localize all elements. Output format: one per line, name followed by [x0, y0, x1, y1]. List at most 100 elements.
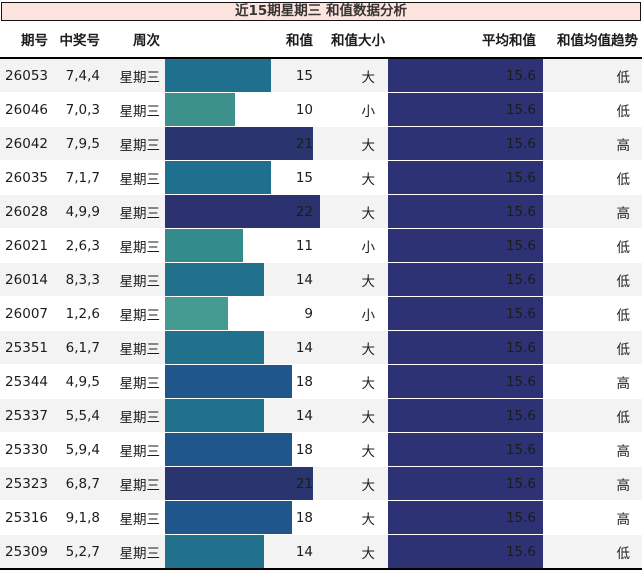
winning-numbers-cell: 7,0,3: [65, 101, 100, 118]
sum-bar-cell: 21: [165, 127, 320, 160]
sum-bar-cell: 9: [165, 297, 320, 330]
trend-cell: 低: [616, 69, 631, 86]
sum-size-cell: 大: [361, 341, 376, 358]
sum-bar-cell: 14: [165, 263, 320, 296]
weekday-cell: 星期三: [119, 103, 161, 120]
average-sum-value: 15.6: [505, 101, 536, 118]
average-sum-value: 15.6: [505, 543, 536, 560]
weekday-cell: 星期三: [119, 341, 161, 358]
table-row: 25344 4,9,5 星期三 18 大 15.6 高: [0, 364, 642, 398]
weekday-cell: 星期三: [119, 409, 161, 426]
header-average-sum: 平均和值: [482, 33, 536, 49]
table-row: 25330 5,9,4 星期三 18 大 15.6 高: [0, 432, 642, 466]
winning-numbers-cell: 6,1,7: [65, 339, 100, 356]
table-row: 26028 4,9,9 星期三 22 大 15.6 高: [0, 194, 642, 228]
header-sum-value: 和值: [286, 33, 313, 49]
weekday-cell: 星期三: [119, 137, 161, 154]
trend-cell: 低: [616, 409, 631, 426]
sum-value: 15: [295, 67, 313, 84]
table-row: 26014 8,3,3 星期三 14 大 15.6 低: [0, 262, 642, 296]
trend-cell: 低: [616, 545, 631, 562]
winning-numbers-cell: 5,5,4: [65, 407, 100, 424]
sum-size-cell: 大: [361, 205, 376, 222]
sum-size-cell: 大: [361, 375, 376, 392]
sum-bar: [165, 161, 271, 194]
average-sum-bar-cell: 15.6: [388, 331, 543, 364]
sum-value: 14: [295, 271, 313, 288]
winning-numbers-cell: 1,2,6: [65, 305, 100, 322]
period-cell: 25351: [5, 339, 48, 356]
weekday-cell: 星期三: [119, 239, 161, 256]
sum-bar-cell: 21: [165, 467, 320, 500]
table-header-row: 期号 中奖号 周次 和值 和值大小 平均和值 和值均值趋势: [0, 21, 642, 59]
sum-bar: [165, 467, 313, 500]
sum-bar: [165, 263, 264, 296]
period-cell: 25330: [5, 441, 48, 458]
sum-bar: [165, 59, 271, 92]
sum-bar-cell: 15: [165, 161, 320, 194]
average-sum-bar-cell: 15.6: [388, 535, 543, 568]
trend-cell: 低: [616, 171, 631, 188]
table-row: 25309 5,2,7 星期三 14 大 15.6 低: [0, 534, 642, 568]
average-sum-bar-cell: 15.6: [388, 161, 543, 194]
average-sum-value: 15.6: [505, 441, 536, 458]
average-sum-bar-cell: 15.6: [388, 263, 543, 296]
average-sum-value: 15.6: [505, 67, 536, 84]
period-cell: 26042: [5, 135, 48, 152]
sum-bar-cell: 18: [165, 501, 320, 534]
trend-cell: 低: [616, 273, 631, 290]
average-sum-value: 15.6: [505, 237, 536, 254]
period-cell: 26046: [5, 101, 48, 118]
trend-cell: 高: [616, 137, 631, 154]
trend-cell: 高: [616, 511, 631, 528]
winning-numbers-cell: 7,9,5: [65, 135, 100, 152]
sum-bar: [165, 195, 320, 228]
sum-size-cell: 大: [361, 171, 376, 188]
sum-size-cell: 大: [361, 443, 376, 460]
table-row: 26007 1,2,6 星期三 9 小 15.6 低: [0, 296, 642, 330]
table-row: 25337 5,5,4 星期三 14 大 15.6 低: [0, 398, 642, 432]
weekday-cell: 星期三: [119, 443, 161, 460]
winning-numbers-cell: 2,6,3: [65, 237, 100, 254]
table-row: 25323 6,8,7 星期三 21 大 15.6 高: [0, 466, 642, 500]
sum-size-cell: 大: [361, 545, 376, 562]
table-row: 26035 7,1,7 星期三 15 大 15.6 低: [0, 160, 642, 194]
average-sum-value: 15.6: [505, 373, 536, 390]
sum-value: 11: [295, 237, 313, 254]
sum-bar-cell: 11: [165, 229, 320, 262]
sum-bar-cell: 10: [165, 93, 320, 126]
period-cell: 25323: [5, 475, 48, 492]
table-row: 26053 7,4,4 星期三 15 大 15.6 低: [0, 59, 642, 92]
winning-numbers-cell: 5,9,4: [65, 441, 100, 458]
average-sum-bar-cell: 15.6: [388, 297, 543, 330]
table-row: 25316 9,1,8 星期三 18 大 15.6 高: [0, 500, 642, 534]
header-period: 期号: [21, 33, 48, 49]
sum-value: 21: [295, 135, 313, 152]
weekday-cell: 星期三: [119, 511, 161, 528]
sum-size-cell: 大: [361, 409, 376, 426]
average-sum-bar-cell: 15.6: [388, 399, 543, 432]
sum-bar-cell: 14: [165, 535, 320, 568]
average-sum-value: 15.6: [505, 169, 536, 186]
header-sum-size: 和值大小: [331, 33, 385, 49]
average-sum-bar-cell: 15.6: [388, 229, 543, 262]
trend-cell: 低: [616, 103, 631, 120]
weekday-cell: 星期三: [119, 205, 161, 222]
table-row: 25351 6,1,7 星期三 14 大 15.6 低: [0, 330, 642, 364]
weekday-cell: 星期三: [119, 375, 161, 392]
sum-bar-cell: 14: [165, 399, 320, 432]
period-cell: 26021: [5, 237, 48, 254]
trend-cell: 高: [616, 205, 631, 222]
table-row: 26021 2,6,3 星期三 11 小 15.6 低: [0, 228, 642, 262]
weekday-cell: 星期三: [119, 69, 161, 86]
weekday-cell: 星期三: [119, 545, 161, 562]
weekday-cell: 星期三: [119, 477, 161, 494]
weekday-cell: 星期三: [119, 273, 161, 290]
sum-bar: [165, 501, 292, 534]
average-sum-value: 15.6: [505, 203, 536, 220]
sum-bar: [165, 93, 236, 126]
trend-cell: 低: [616, 341, 631, 358]
winning-numbers-cell: 5,2,7: [65, 543, 100, 560]
table-row: 26042 7,9,5 星期三 21 大 15.6 高: [0, 126, 642, 160]
sum-value: 18: [295, 373, 313, 390]
